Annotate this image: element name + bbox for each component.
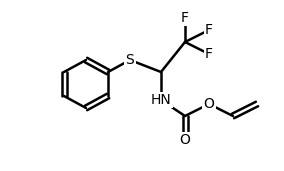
Text: F: F <box>205 23 213 37</box>
Text: O: O <box>204 97 214 111</box>
Text: HN: HN <box>151 93 171 107</box>
Text: O: O <box>179 133 191 147</box>
Text: F: F <box>181 11 189 25</box>
Text: F: F <box>205 47 213 61</box>
Text: S: S <box>126 53 134 67</box>
